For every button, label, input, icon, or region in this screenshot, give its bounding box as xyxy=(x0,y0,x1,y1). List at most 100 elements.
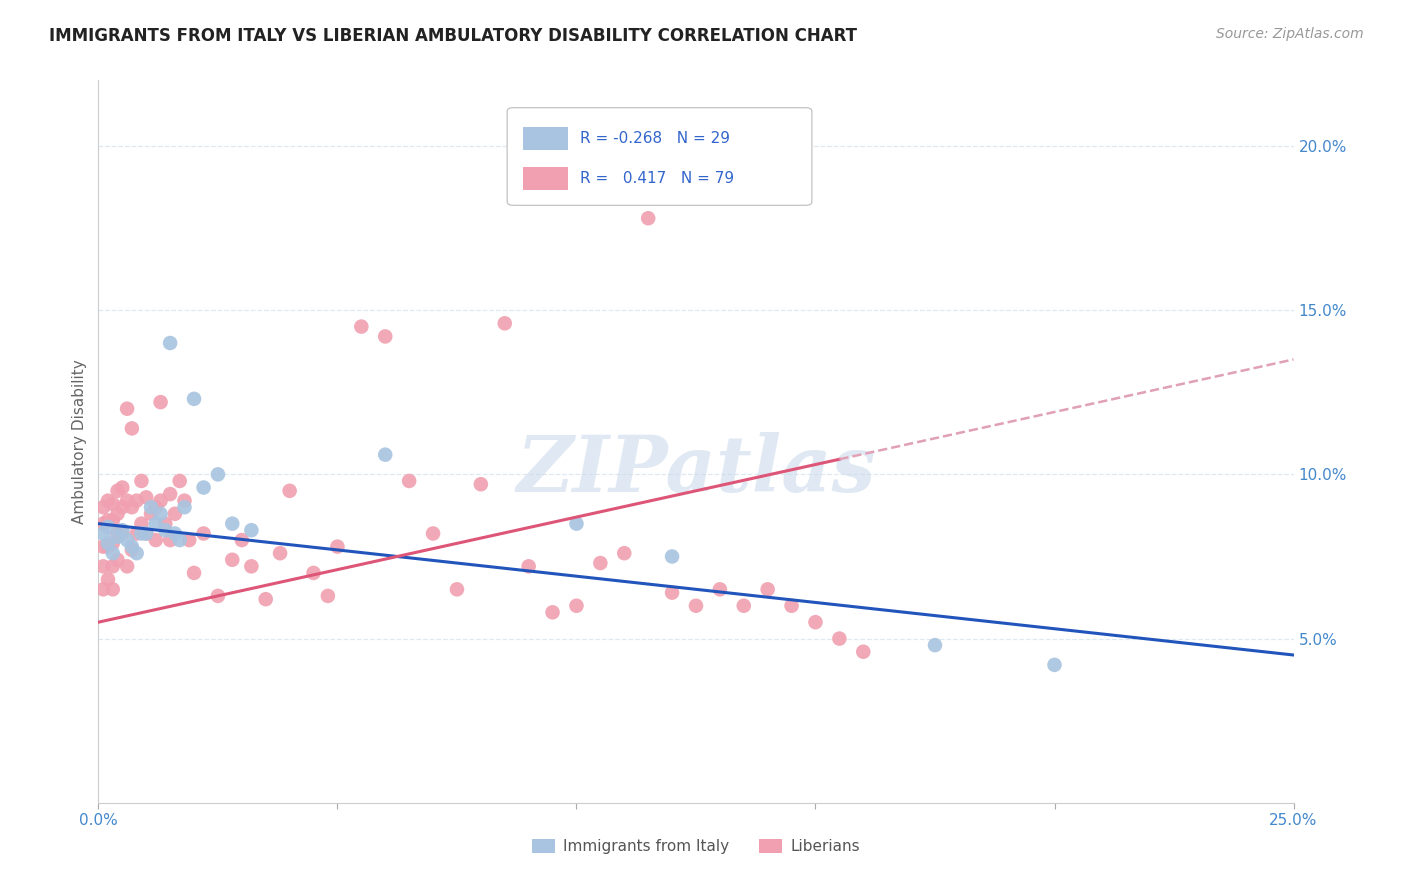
Point xyxy=(97,573,120,587)
Point xyxy=(145,500,167,515)
Point xyxy=(107,507,129,521)
Legend: Immigrants from Italy, Liberians: Immigrants from Italy, Liberians xyxy=(526,833,866,860)
Text: IMMIGRANTS FROM ITALY VS LIBERIAN AMBULATORY DISABILITY CORRELATION CHART: IMMIGRANTS FROM ITALY VS LIBERIAN AMBULA… xyxy=(49,27,858,45)
Point xyxy=(121,542,143,557)
Point xyxy=(169,533,191,547)
Text: R = -0.268   N = 29: R = -0.268 N = 29 xyxy=(581,131,730,146)
Point xyxy=(422,526,444,541)
Point xyxy=(302,566,325,580)
Point xyxy=(804,615,827,630)
Point xyxy=(541,605,564,619)
Point xyxy=(398,474,420,488)
Point xyxy=(565,599,588,613)
Point xyxy=(149,507,172,521)
Point xyxy=(183,392,205,406)
Point xyxy=(183,566,205,580)
Point xyxy=(589,556,612,570)
Point xyxy=(173,500,195,515)
Point xyxy=(115,493,138,508)
Point xyxy=(97,493,120,508)
Point xyxy=(326,540,349,554)
Point xyxy=(125,526,148,541)
Point xyxy=(149,493,172,508)
Point xyxy=(159,336,181,351)
Point xyxy=(193,481,215,495)
Point xyxy=(207,467,229,482)
Point xyxy=(924,638,946,652)
Point xyxy=(179,533,201,547)
Point xyxy=(446,582,468,597)
Point xyxy=(780,599,803,613)
Point xyxy=(193,526,215,541)
Point xyxy=(91,516,114,531)
Text: Source: ZipAtlas.com: Source: ZipAtlas.com xyxy=(1216,27,1364,41)
Point xyxy=(97,520,120,534)
Point xyxy=(163,526,186,541)
Point xyxy=(91,540,114,554)
Point xyxy=(107,526,129,541)
Point xyxy=(240,559,263,574)
Point xyxy=(101,582,124,597)
Point xyxy=(470,477,492,491)
Bar xyxy=(523,128,568,151)
Point xyxy=(139,507,162,521)
Point xyxy=(125,546,148,560)
Point xyxy=(637,211,659,226)
Point xyxy=(374,448,396,462)
Point xyxy=(101,513,124,527)
Point xyxy=(316,589,339,603)
Point xyxy=(131,474,153,488)
Point xyxy=(107,553,129,567)
Point xyxy=(494,316,516,330)
Point xyxy=(135,491,157,505)
Point xyxy=(101,536,124,550)
Point xyxy=(101,559,124,574)
Point xyxy=(115,559,138,574)
Point xyxy=(221,553,243,567)
Point xyxy=(149,395,172,409)
Point xyxy=(173,493,195,508)
Point xyxy=(97,536,120,550)
Point xyxy=(207,589,229,603)
FancyBboxPatch shape xyxy=(508,108,811,205)
Point xyxy=(107,530,129,544)
Point xyxy=(145,533,167,547)
Point xyxy=(159,487,181,501)
Point xyxy=(756,582,779,597)
Point xyxy=(169,474,191,488)
Point xyxy=(278,483,301,498)
Point xyxy=(131,516,153,531)
Point xyxy=(91,582,114,597)
Point xyxy=(1043,657,1066,672)
Point xyxy=(135,526,157,541)
Point xyxy=(115,533,138,547)
Point xyxy=(374,329,396,343)
Point xyxy=(121,421,143,435)
Point xyxy=(155,523,177,537)
Point xyxy=(91,559,114,574)
Point xyxy=(155,516,177,531)
Point xyxy=(254,592,277,607)
Point xyxy=(97,540,120,554)
Point xyxy=(139,500,162,515)
Point xyxy=(733,599,755,613)
Point xyxy=(661,585,683,599)
Text: R =   0.417   N = 79: R = 0.417 N = 79 xyxy=(581,171,734,186)
Point xyxy=(240,523,263,537)
Point xyxy=(159,533,181,547)
Point xyxy=(269,546,291,560)
Point xyxy=(101,497,124,511)
Y-axis label: Ambulatory Disability: Ambulatory Disability xyxy=(72,359,87,524)
Point xyxy=(111,523,134,537)
Point xyxy=(565,516,588,531)
Point xyxy=(125,493,148,508)
Point xyxy=(828,632,851,646)
Point xyxy=(91,526,114,541)
Point xyxy=(97,513,120,527)
Point xyxy=(709,582,731,597)
Point xyxy=(350,319,373,334)
Point xyxy=(231,533,253,547)
Bar xyxy=(523,167,568,190)
Point xyxy=(107,483,129,498)
Point xyxy=(517,559,540,574)
